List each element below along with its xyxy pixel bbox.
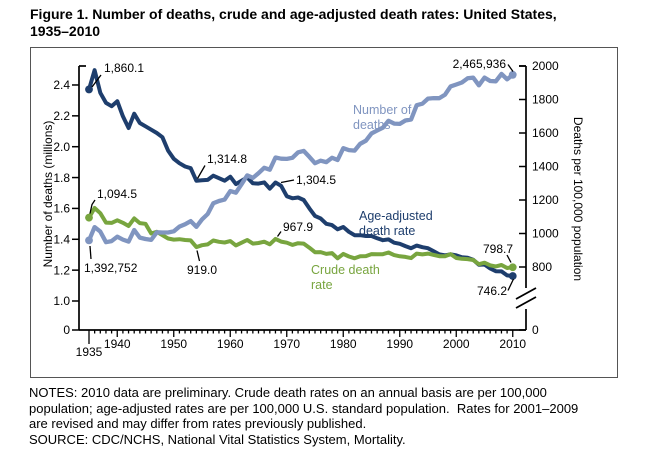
left-axis-tick-label: 2.4 — [53, 78, 70, 92]
figure-notes: NOTES: 2010 data are preliminary. Crude … — [29, 385, 578, 447]
annotation-leader-line — [89, 199, 96, 214]
annotation-deaths-1935: 1,392,752 — [84, 261, 138, 275]
annotation-age-adjusted-1954: 1,314.8 — [207, 152, 248, 166]
figure-title-line2: 1935–2010 — [30, 22, 101, 39]
annotation-leader-line — [91, 74, 102, 88]
annotation-leader-line — [276, 231, 282, 237]
deaths-endpoint-dot — [508, 70, 517, 79]
left-axis-title: Number of deaths (millions) — [41, 120, 55, 268]
annotation-age-adjusted-1935: 1,860.1 — [104, 61, 145, 75]
annotation-crude-2010: 798.7 — [482, 242, 513, 256]
left-axis-tick-label: 1.6 — [53, 202, 70, 216]
annotation-leader-line — [89, 245, 92, 260]
annotation-leader-line — [280, 179, 295, 184]
annotation-leader-line — [507, 278, 515, 291]
deaths-series-label-line1: Number of — [353, 103, 412, 117]
left-axis-tick-label: 1.2 — [53, 263, 70, 277]
right-axis-tick-label: 1800 — [532, 93, 559, 107]
left-axis-tick-label: 1.0 — [53, 294, 70, 308]
left-axis-tick-label: 0 — [63, 323, 70, 337]
chart-area: 0 1.0 1.2 1.4 1.6 1.8 2.0 2.2 2.4 0 800 1000 1200 140… — [30, 47, 618, 378]
deaths-endpoint-dot — [85, 236, 93, 245]
left-axis-tick-label: 2.2 — [53, 109, 70, 123]
right-axis-tick-label: 1200 — [532, 193, 559, 207]
deaths-series-label: Number of deaths — [353, 103, 411, 133]
plot-svg: 0 1.0 1.2 1.4 1.6 1.8 2.0 2.2 2.4 0 800 1000 1200 140… — [53, 59, 559, 359]
x-axis-year-label: 1990 — [386, 337, 413, 351]
right-axis-tick-label: 2000 — [532, 59, 559, 73]
crude-endpoint-dot — [85, 213, 93, 222]
age_adjusted-endpoint-dot — [85, 85, 93, 94]
notes-line2: population; age-adjusted rates are per 1… — [29, 400, 579, 416]
age-adjusted-series-label-line1: Age-adjusted — [359, 209, 433, 223]
right-axis-tick-label: 0 — [532, 323, 539, 337]
figure-title: Figure 1. Number of deaths, crude and ag… — [30, 6, 557, 39]
age-adjusted-series-label-line2: death rate — [359, 224, 416, 238]
x-axis-year-label: 2000 — [443, 337, 470, 351]
x-axis-year-label: 1950 — [160, 337, 187, 351]
right-axis-break-slash — [515, 287, 537, 300]
annotation-leader-line — [196, 250, 201, 262]
right-axis-tick-label: 1600 — [532, 126, 559, 140]
annotation-age-adjusted-1968: 1,304.5 — [296, 173, 337, 187]
deaths-line — [86, 71, 515, 245]
right-axis-break-slash — [515, 296, 537, 309]
x-axis-year-label: 1970 — [273, 337, 300, 351]
crude-series-label-line2: rate — [311, 278, 333, 292]
annotation-deaths-2010: 2,465,936 — [452, 57, 506, 71]
annotation-crude-1968: 967.9 — [283, 220, 314, 234]
annotation-crude-1935: 1,094.5 — [97, 187, 138, 201]
x-axis-year-label: 2010 — [499, 337, 526, 351]
annotation-leader-line — [196, 165, 206, 179]
crude-series-label: Crude death rate — [311, 263, 380, 293]
x-axis-year-label: 1980 — [330, 337, 357, 351]
source-line: SOURCE: CDC/NCHS, National Vital Statist… — [29, 431, 406, 447]
deaths-series-label-line2: deaths — [353, 118, 391, 132]
left-axis-tick-label: 2.0 — [53, 140, 70, 154]
x-axis-first-year-label: 1935 — [76, 345, 103, 359]
figure-title-line1: Figure 1. Number of deaths, crude and ag… — [30, 6, 557, 22]
age_adjusted-endpoint-dot — [508, 272, 517, 280]
left-axis-tick-label: 1.8 — [53, 171, 70, 185]
crude-endpoint-dot — [508, 263, 517, 272]
crude-series-label-line1: Crude death — [311, 263, 380, 277]
left-axis-tick-label: 1.4 — [53, 232, 70, 246]
annotation-crude-1954: 919.0 — [187, 263, 218, 277]
age-adjusted-series-label: Age-adjusted death rate — [359, 209, 433, 239]
notes-line3: are revised and may differ from rates pr… — [29, 416, 367, 432]
annotation-leader-line — [506, 254, 512, 263]
x-axis-year-label: 1960 — [217, 337, 244, 351]
annotation-age-adjusted-2010: 746.2 — [476, 284, 507, 298]
notes-line1: NOTES: 2010 data are preliminary. Crude … — [29, 385, 547, 400]
right-axis-tick-label: 1000 — [532, 227, 559, 241]
right-axis-tick-label: 800 — [532, 260, 552, 274]
x-axis-year-label: 1940 — [104, 337, 131, 351]
right-axis-title: Deaths per 100,000 population — [571, 116, 585, 282]
annotation-leader-line — [507, 64, 514, 72]
right-axis-tick-label: 1400 — [532, 160, 559, 174]
